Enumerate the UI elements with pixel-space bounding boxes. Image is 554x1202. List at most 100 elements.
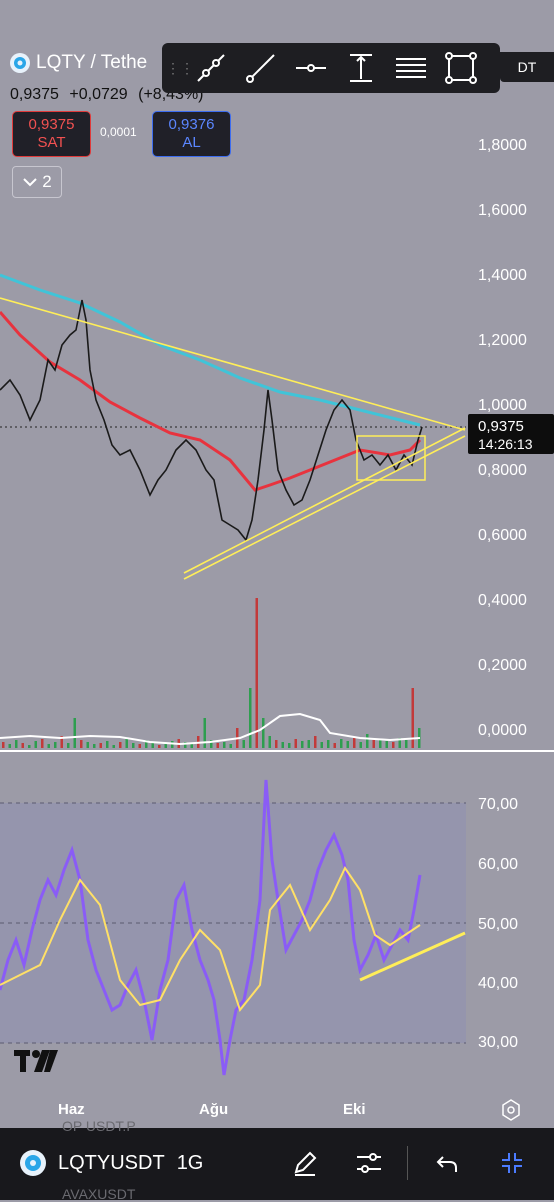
volume-bar (379, 739, 382, 748)
buy-button[interactable]: 0,9376 AL (152, 111, 231, 157)
undo-icon[interactable] (432, 1148, 462, 1178)
horizontal-line-icon[interactable] (286, 43, 336, 93)
status-strip (0, 0, 554, 42)
sliders-icon[interactable] (354, 1148, 384, 1178)
y-tick: 1,8000 (478, 137, 527, 154)
symbol-selector[interactable]: LQTYUSDT 1G (20, 1150, 203, 1176)
price-line (0, 299, 423, 542)
symbol-header[interactable]: LQTY / Tethe (10, 52, 147, 74)
symbol-name: LQTYUSDT (58, 1151, 165, 1174)
volume-bar (73, 718, 76, 748)
volume-bar (67, 743, 70, 748)
y-tick: 0,8000 (478, 462, 527, 479)
volume-bar (385, 741, 388, 748)
buy-price: 0,9376 (168, 116, 215, 133)
volume-bar (301, 741, 304, 748)
interval-label[interactable]: 1G (176, 1151, 204, 1174)
rsi-y-tick: 70,00 (478, 796, 518, 813)
rsi-y-tick: 50,00 (478, 916, 518, 933)
tradingview-logo-icon (14, 1050, 58, 1072)
sell-button[interactable]: 0,9375 SAT (12, 111, 91, 157)
x-tick: Ağu (199, 1101, 228, 1118)
rsi-trend-line (359, 931, 466, 982)
current-price-label: 0,9375 (478, 418, 524, 435)
change-abs: +0,0729 (69, 86, 128, 103)
exchange-tag: DT (500, 52, 554, 82)
volume-bar (28, 745, 31, 748)
volume-bar (145, 740, 148, 748)
x-tick: Eki (343, 1101, 366, 1118)
volume-bar (333, 743, 336, 748)
upper-trend-line (0, 297, 466, 431)
volume-bar (119, 742, 122, 748)
ghost-symbol-top: OP USDT.P (62, 1118, 136, 1134)
vertical-measure-icon[interactable] (336, 43, 386, 93)
volume-bar (346, 741, 349, 748)
pencil-icon[interactable] (290, 1148, 320, 1178)
volume-bar (392, 742, 395, 748)
rsi-signal-line (0, 865, 421, 1013)
volume-bar (366, 734, 369, 748)
symbol-title: LQTY / Tethe (36, 52, 148, 73)
volume-bar (99, 743, 102, 748)
bottom-bar (0, 1128, 554, 1200)
volume-bar (132, 743, 135, 748)
ma-red-line (0, 311, 422, 492)
ghost-symbol-bottom: AVAXUSDT (62, 1186, 136, 1202)
trend-line-icon[interactable] (186, 43, 236, 93)
volume-bar (138, 744, 141, 748)
chevron-down-icon (23, 178, 37, 187)
volume-bar (275, 740, 278, 748)
countdown-label: 14:26:13 (478, 436, 533, 452)
bottom-separator (407, 1146, 408, 1180)
collapse-fullscreen-icon[interactable] (497, 1148, 527, 1178)
indicators-collapse-button[interactable]: 2 (12, 166, 62, 198)
volume-bar (164, 743, 167, 748)
rsi-y-tick: 40,00 (478, 975, 518, 992)
lqty-logo-icon (10, 53, 30, 73)
spread-value: 0,0001 (100, 125, 137, 139)
volume-bar (294, 739, 297, 748)
volume-bar (314, 736, 317, 748)
volume-bar (223, 742, 226, 748)
current-price-badge (468, 414, 554, 454)
volume-bar (288, 743, 291, 748)
volume-bar (15, 740, 18, 748)
y-tick: 1,0000 (478, 397, 527, 414)
volume-bar (398, 738, 401, 748)
volume-bar (47, 744, 50, 748)
lines-menu-icon[interactable] (386, 43, 436, 93)
lower-trend-line-a (183, 427, 466, 574)
sell-label: SAT (37, 134, 66, 151)
volume-bar (86, 742, 89, 748)
volume-bar (184, 742, 187, 748)
y-tick: 1,6000 (478, 202, 527, 219)
ma-cyan-line (0, 273, 421, 427)
volume-bar (320, 742, 323, 748)
volume-bar (8, 744, 11, 748)
volume-bars (2, 598, 421, 748)
volume-bar (112, 745, 115, 748)
volume-bar (405, 740, 408, 748)
chart-settings-icon[interactable] (502, 1099, 520, 1121)
drawing-toolbar: ⋮⋮ (162, 43, 500, 93)
drag-handle-icon[interactable]: ⋮⋮ (166, 59, 194, 76)
volume-bar (359, 742, 362, 748)
buy-label: AL (182, 134, 201, 151)
volume-bar (171, 741, 174, 748)
volume-bar (106, 741, 109, 748)
volume-bar (34, 741, 37, 748)
consolidation-box (356, 435, 426, 481)
volume-bar (327, 740, 330, 748)
volume-bar (281, 742, 284, 748)
volume-bar (242, 740, 245, 748)
volume-bar (190, 744, 193, 748)
volume-bar (125, 739, 128, 748)
volume-bar (210, 740, 213, 748)
ray-icon[interactable] (236, 43, 286, 93)
volume-bar (21, 743, 24, 748)
volume-ma-line (0, 712, 421, 746)
chart-canvas[interactable]: 1,8000 1,6000 1,4000 1,2000 1,0000 0,800… (0, 0, 554, 1128)
rectangle-icon[interactable] (436, 43, 486, 93)
sell-price: 0,9375 (28, 116, 75, 133)
